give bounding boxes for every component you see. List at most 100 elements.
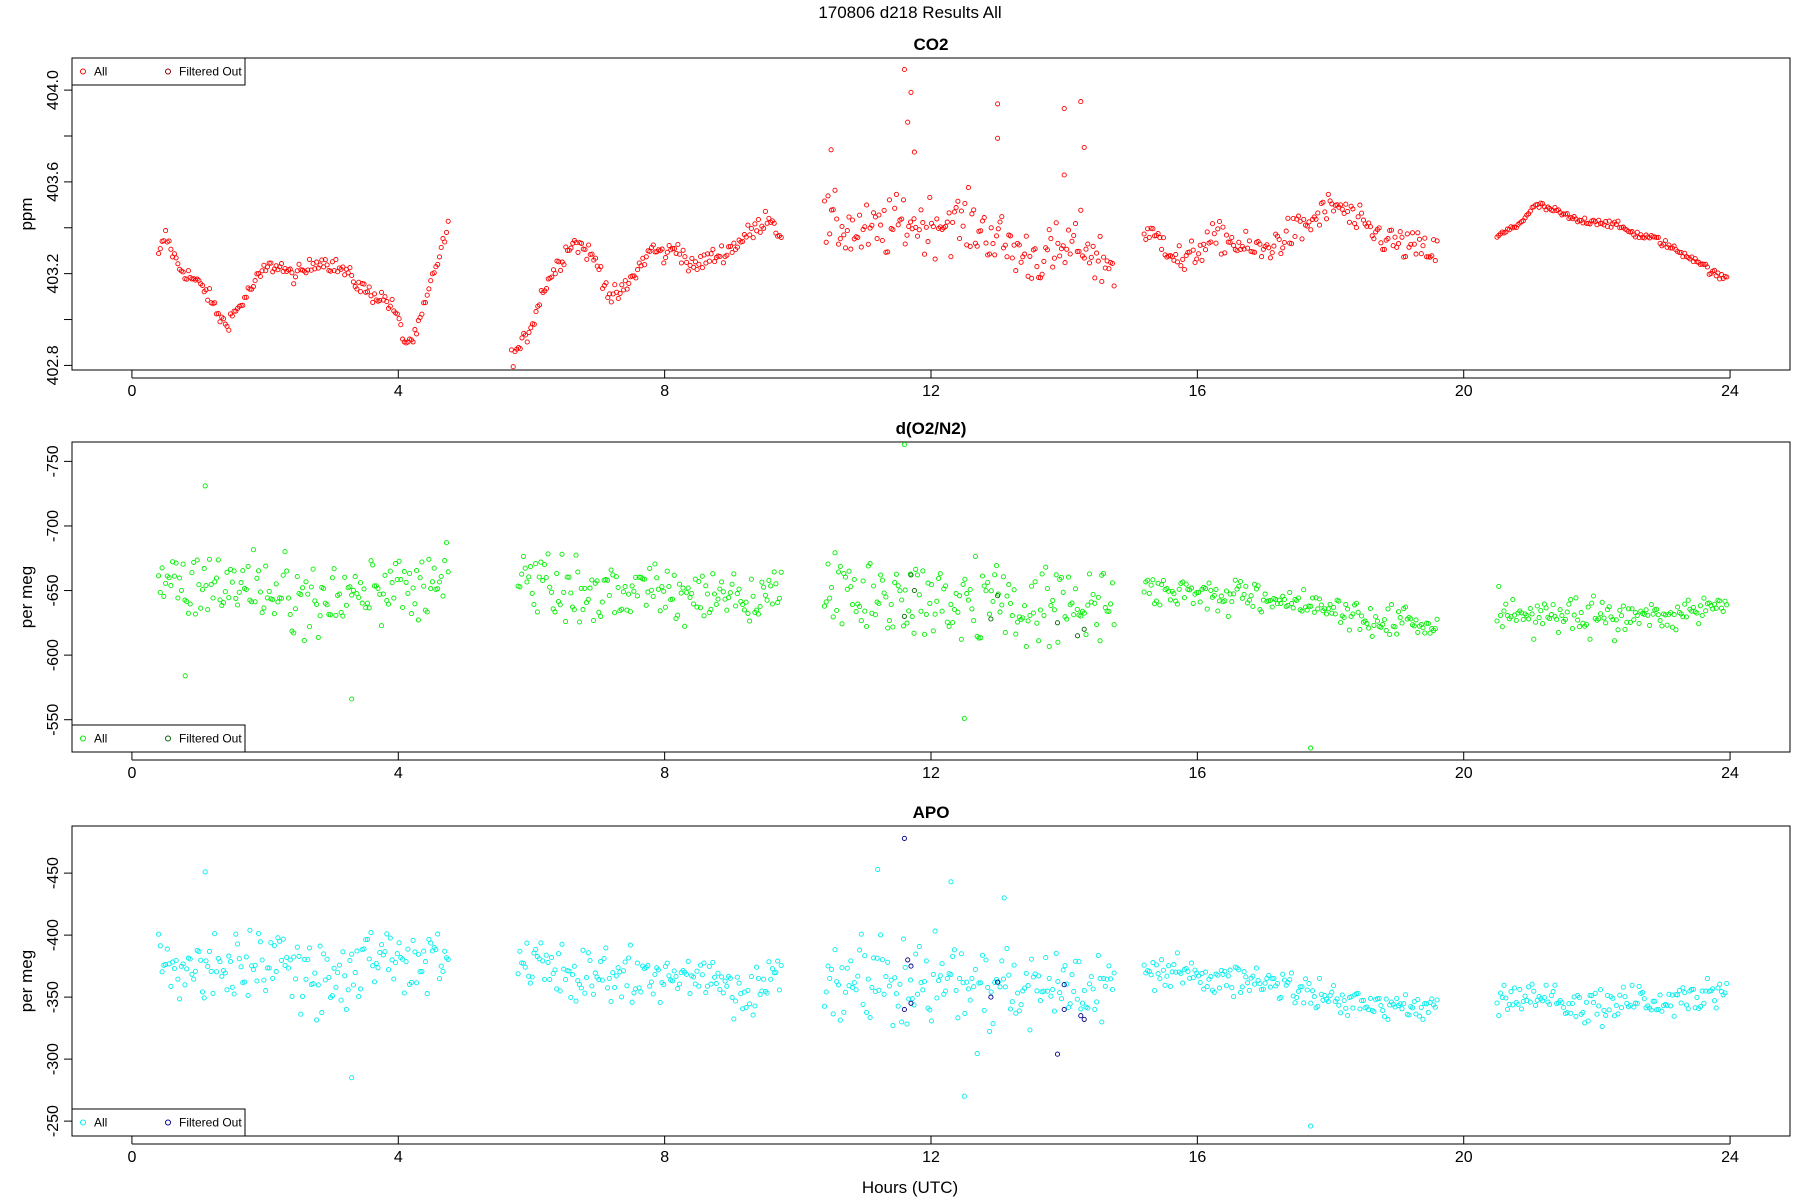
data-point [1338,619,1344,626]
data-point [939,608,945,614]
data-point [576,619,583,625]
data-point [350,279,356,285]
data-point [580,607,586,613]
data-point [1090,986,1096,992]
data-point [1241,246,1247,252]
data-point [589,251,595,257]
data-point [1429,996,1435,1002]
data-point [886,197,892,203]
data-point [719,579,725,585]
data-point [175,595,181,601]
data-point [296,953,302,959]
data-point [196,949,202,955]
data-point [393,561,399,567]
apo-y-axis-label: per meg [17,950,36,1012]
data-point [1510,1002,1516,1008]
data-point [378,942,385,948]
data-point [722,978,728,984]
data-point [1353,600,1359,606]
data-point [978,635,984,641]
data-point [853,987,859,993]
data-point [1083,632,1089,638]
data-point [199,989,206,995]
data-point [180,269,186,275]
data-point [1531,988,1537,994]
data-point [1367,224,1373,230]
data-point [428,278,434,284]
data-point [951,606,957,613]
data-point [932,611,938,617]
data-point [1717,276,1723,282]
data-point [208,968,214,974]
data-point [377,949,383,956]
data-point [1287,977,1293,983]
data-point [202,483,208,489]
data-point [825,193,831,199]
data-point [710,571,716,577]
data-point [1647,622,1653,628]
data-point [762,208,768,214]
data-point [1043,954,1049,961]
data-point [587,585,593,591]
data-point [1606,604,1612,610]
data-point [1287,589,1293,596]
data-point [633,275,639,281]
o2-x-tick-label: 4 [394,765,403,782]
data-point [191,559,197,565]
data-point [1380,622,1386,628]
data-point [319,1010,325,1016]
data-point [1543,982,1549,988]
data-point [720,260,726,266]
data-point [396,558,402,564]
data-point [1174,259,1180,265]
data-point [1710,986,1716,992]
data-point [331,566,337,572]
data-point [343,1006,349,1012]
data-point [1241,969,1247,975]
data-point [580,947,586,953]
data-point [1534,603,1540,609]
co2-y-axis-label: ppm [17,197,36,230]
data-point [1669,992,1675,998]
data-point [883,974,889,980]
data-point [1006,582,1012,588]
data-point [1724,602,1730,608]
data-point [612,985,618,991]
co2-legend-filtered-label: Filtered Out [179,65,242,79]
data-point [592,255,599,261]
data-point [1141,231,1147,237]
data-point [1034,620,1040,626]
data-point [985,984,991,991]
data-point [928,582,935,588]
data-point [1269,250,1275,256]
data-point [536,574,542,580]
data-point [184,966,190,972]
data-point [828,584,835,591]
data-point [1388,602,1395,608]
data-point [1215,226,1221,232]
data-point [407,570,413,577]
data-point [1169,969,1175,975]
data-point [1397,615,1403,621]
data-point [648,979,654,985]
data-point [1316,596,1323,602]
data-point [206,286,213,292]
data-point [654,575,660,581]
data-point [573,240,579,246]
data-point [1195,589,1202,595]
data-point [1338,202,1344,208]
data-point [1346,219,1352,225]
co2-x-tick-label: 24 [1721,383,1739,400]
data-point [965,185,971,191]
data-point [1108,976,1114,982]
data-point [697,962,704,968]
data-point [1341,614,1347,621]
data-point [708,251,714,257]
data-point [726,595,732,601]
data-point [287,957,293,963]
data-point [764,597,770,603]
data-point [275,599,281,605]
data-point [647,565,653,571]
data-point [1201,241,1207,247]
